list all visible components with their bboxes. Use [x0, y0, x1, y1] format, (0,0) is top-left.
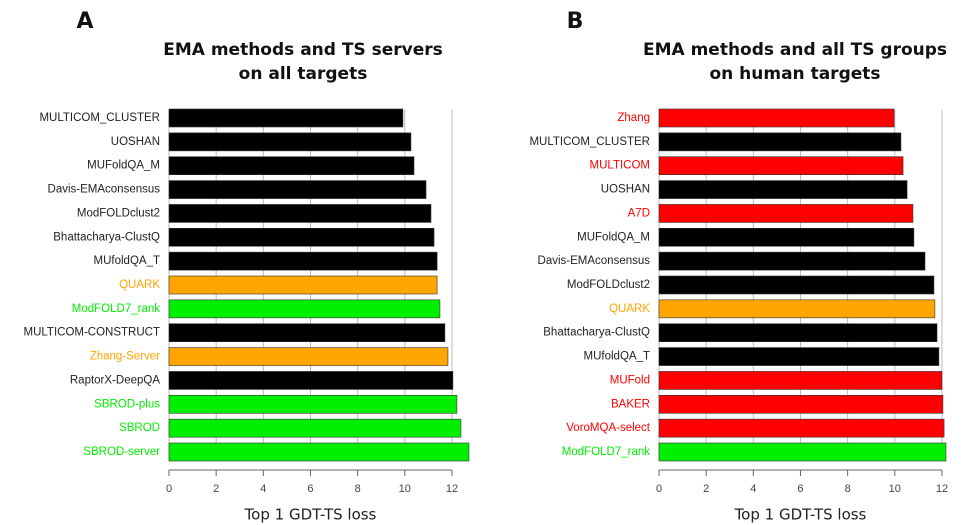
category-label: MUFoldQA_M	[87, 160, 160, 172]
x-tick-label: 10	[399, 483, 411, 495]
bar	[168, 418, 462, 438]
bar	[658, 275, 935, 295]
bar	[168, 442, 470, 462]
x-tick-label: 2	[213, 483, 219, 495]
category-label: MULTICOM_CLUSTER	[529, 136, 650, 148]
category-label: ModFOLD7_rank	[72, 303, 160, 315]
category-label: MUfoldQA_T	[584, 351, 650, 363]
bar	[658, 156, 904, 176]
bar	[168, 156, 415, 176]
category-label: MUFoldQA_M	[577, 231, 650, 243]
panel-label: B	[567, 9, 584, 34]
x-tick-label: 4	[750, 483, 756, 495]
category-label: MUfoldQA_T	[94, 255, 160, 267]
bar	[658, 180, 908, 199]
bar	[658, 323, 938, 343]
bar	[658, 371, 943, 390]
category-label: QUARK	[119, 279, 160, 291]
bar	[168, 371, 454, 390]
category-label: SBROD-server	[83, 446, 160, 458]
bar	[168, 275, 438, 295]
panel-label: A	[76, 9, 93, 34]
bar	[168, 251, 438, 271]
bar	[168, 180, 427, 199]
bar	[168, 108, 404, 128]
category-label: A7D	[628, 207, 650, 219]
x-tick-label: 0	[656, 483, 662, 495]
bar	[168, 394, 458, 414]
category-label: ModFOLDclust2	[567, 279, 650, 291]
chart-title: on human targets	[709, 64, 880, 84]
category-label: Davis-EMAconsensus	[538, 255, 651, 267]
bar	[168, 132, 412, 152]
category-label: ModFOLD7_rank	[562, 446, 650, 458]
x-tick-label: 4	[260, 483, 266, 495]
category-label: MULTICOM_CLUSTER	[39, 112, 160, 124]
x-tick-label: 8	[355, 483, 361, 495]
bar	[168, 227, 435, 247]
category-label: MUFold	[610, 374, 650, 386]
x-tick-label: 12	[936, 483, 948, 495]
x-tick-label: 0	[166, 483, 172, 495]
bar	[658, 132, 902, 152]
bar	[658, 251, 926, 271]
category-label: VoroMQA-select	[566, 422, 651, 434]
bar	[658, 299, 936, 319]
chart-title: EMA methods and all TS groups	[643, 40, 947, 60]
x-tick-label: 2	[703, 483, 709, 495]
bar	[658, 418, 945, 438]
bar	[168, 204, 432, 223]
category-label: BAKER	[611, 398, 650, 410]
bar	[658, 204, 914, 223]
x-axis-label: Top 1 GDT-TS loss	[734, 506, 867, 524]
category-label: Davis-EMAconsensus	[48, 184, 161, 196]
bar	[658, 227, 915, 247]
category-label: ModFOLDclust2	[77, 207, 160, 219]
x-axis-label: Top 1 GDT-TS loss	[244, 506, 377, 524]
chart-title: on all targets	[239, 64, 368, 84]
category-label: QUARK	[609, 303, 650, 315]
bar	[168, 347, 449, 366]
category-label: Bhattacharya-ClustQ	[53, 231, 160, 243]
bar	[168, 299, 441, 319]
category-label: Zhang	[617, 112, 650, 124]
category-label: Zhang-Server	[90, 351, 160, 363]
bar	[658, 442, 947, 462]
chart-title: EMA methods and TS servers	[163, 40, 443, 60]
bar	[658, 347, 940, 366]
category-label: UOSHAN	[601, 184, 650, 196]
category-label: MULTICOM	[590, 160, 650, 172]
bar	[168, 323, 446, 343]
x-tick-label: 6	[797, 483, 803, 495]
bar	[658, 394, 944, 414]
category-label: SBROD-plus	[94, 398, 160, 410]
x-tick-label: 6	[307, 483, 313, 495]
category-label: SBROD	[119, 422, 160, 434]
x-tick-label: 10	[889, 483, 901, 495]
category-label: UOSHAN	[111, 136, 160, 148]
x-tick-label: 8	[845, 483, 851, 495]
bar	[658, 108, 895, 128]
category-label: RaptorX-DeepQA	[70, 374, 160, 386]
category-label: MULTICOM-CONSTRUCT	[24, 327, 161, 339]
category-label: Bhattacharya-ClustQ	[543, 327, 650, 339]
x-tick-label: 12	[446, 483, 458, 495]
